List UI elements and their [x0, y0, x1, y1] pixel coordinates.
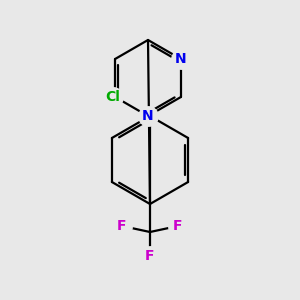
Text: N: N [175, 52, 187, 66]
Text: N: N [142, 109, 154, 123]
Text: Cl: Cl [106, 90, 121, 104]
Text: F: F [117, 219, 127, 233]
Text: F: F [173, 219, 183, 233]
Text: F: F [145, 249, 155, 263]
